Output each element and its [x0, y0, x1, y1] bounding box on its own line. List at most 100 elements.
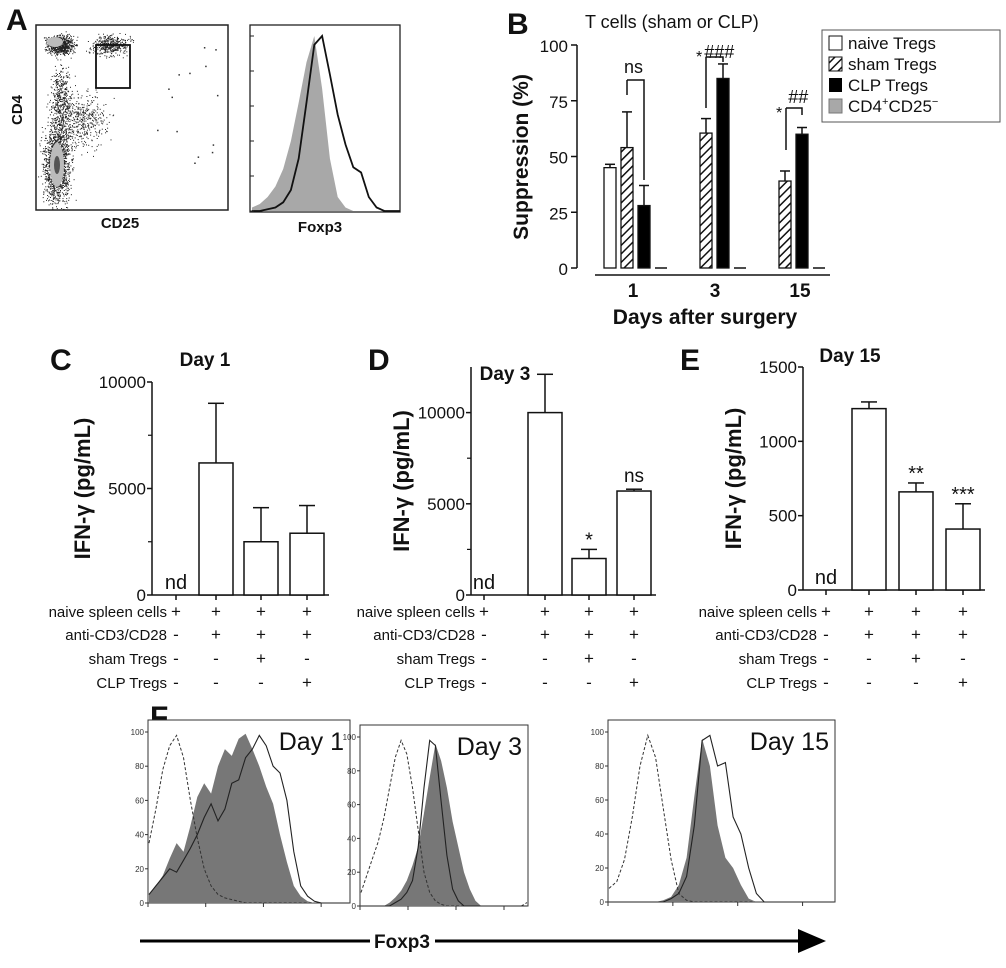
dot — [55, 186, 57, 188]
condition-mark: + — [629, 602, 639, 621]
dot — [46, 151, 48, 153]
dot — [114, 39, 116, 41]
dot — [47, 103, 49, 105]
dot — [86, 107, 88, 109]
dot — [75, 147, 77, 149]
dot — [96, 134, 98, 136]
dot — [52, 84, 54, 85]
condition-mark: - — [542, 649, 548, 668]
dot — [91, 114, 92, 116]
dot — [111, 46, 113, 48]
dot — [43, 150, 45, 152]
dot — [57, 48, 59, 50]
dot — [93, 117, 95, 119]
dot — [99, 129, 101, 131]
dot — [69, 115, 71, 117]
dot — [89, 112, 91, 114]
dot — [105, 38, 107, 40]
dot — [38, 176, 40, 178]
dot — [78, 141, 80, 143]
dot — [45, 135, 47, 137]
dot — [52, 185, 54, 186]
dot — [59, 109, 60, 111]
gate-box — [95, 44, 131, 89]
dot — [56, 97, 58, 99]
dot — [86, 105, 88, 107]
dot — [94, 118, 96, 120]
dot — [45, 146, 46, 148]
condition-row-label: CLP Tregs — [746, 675, 817, 692]
dot — [123, 50, 125, 52]
dot — [65, 47, 67, 49]
dot — [48, 179, 50, 181]
dot — [94, 96, 96, 98]
dot — [66, 95, 67, 97]
dot — [57, 203, 59, 205]
dot — [61, 91, 63, 93]
dot — [87, 109, 89, 111]
dot — [57, 78, 59, 80]
dot — [69, 47, 71, 49]
dot — [52, 105, 54, 107]
dot — [59, 85, 60, 87]
dot — [97, 107, 99, 109]
dot — [58, 105, 60, 107]
dot — [53, 114, 55, 116]
dot — [88, 115, 90, 117]
dot — [66, 89, 68, 91]
dot — [113, 56, 115, 58]
dot — [97, 43, 98, 45]
dot — [56, 82, 58, 83]
dot — [48, 153, 50, 155]
dot — [64, 158, 66, 159]
dot — [99, 130, 100, 132]
dot — [59, 125, 60, 126]
dot — [59, 114, 61, 116]
dot — [72, 117, 74, 119]
dot — [60, 112, 62, 114]
dot — [52, 193, 54, 195]
dot — [47, 185, 49, 187]
dot — [70, 36, 72, 38]
dot — [92, 123, 94, 125]
dot — [122, 57, 124, 59]
dot — [56, 91, 58, 93]
dot — [46, 158, 48, 160]
dot — [111, 53, 113, 55]
dot — [92, 97, 94, 98]
dot — [66, 100, 68, 102]
condition-mark: - — [823, 673, 829, 692]
dot — [90, 113, 92, 115]
y-tick-label: 0 — [456, 586, 465, 605]
dot — [53, 190, 55, 192]
dot — [59, 111, 61, 113]
dot — [66, 123, 68, 125]
dot — [64, 43, 66, 45]
dot — [53, 125, 54, 127]
dot — [75, 103, 77, 105]
dot — [62, 117, 64, 119]
dot — [58, 36, 60, 38]
dot — [68, 166, 70, 168]
dot — [58, 129, 60, 131]
dot — [62, 97, 64, 99]
dot — [58, 200, 60, 202]
dot — [58, 50, 60, 52]
dot — [68, 41, 70, 43]
condition-mark: + — [256, 602, 266, 621]
dot — [57, 52, 59, 54]
dot — [73, 158, 74, 160]
dot — [97, 47, 99, 49]
dot — [61, 83, 62, 84]
dot — [66, 81, 68, 83]
condition-mark: - — [481, 673, 487, 692]
dot — [73, 104, 75, 106]
dot — [65, 131, 67, 133]
dot — [65, 46, 66, 48]
dot — [108, 47, 110, 49]
dot — [72, 142, 74, 144]
dot — [48, 178, 49, 180]
dot — [68, 41, 70, 43]
dot — [63, 161, 65, 163]
dot — [73, 51, 75, 53]
